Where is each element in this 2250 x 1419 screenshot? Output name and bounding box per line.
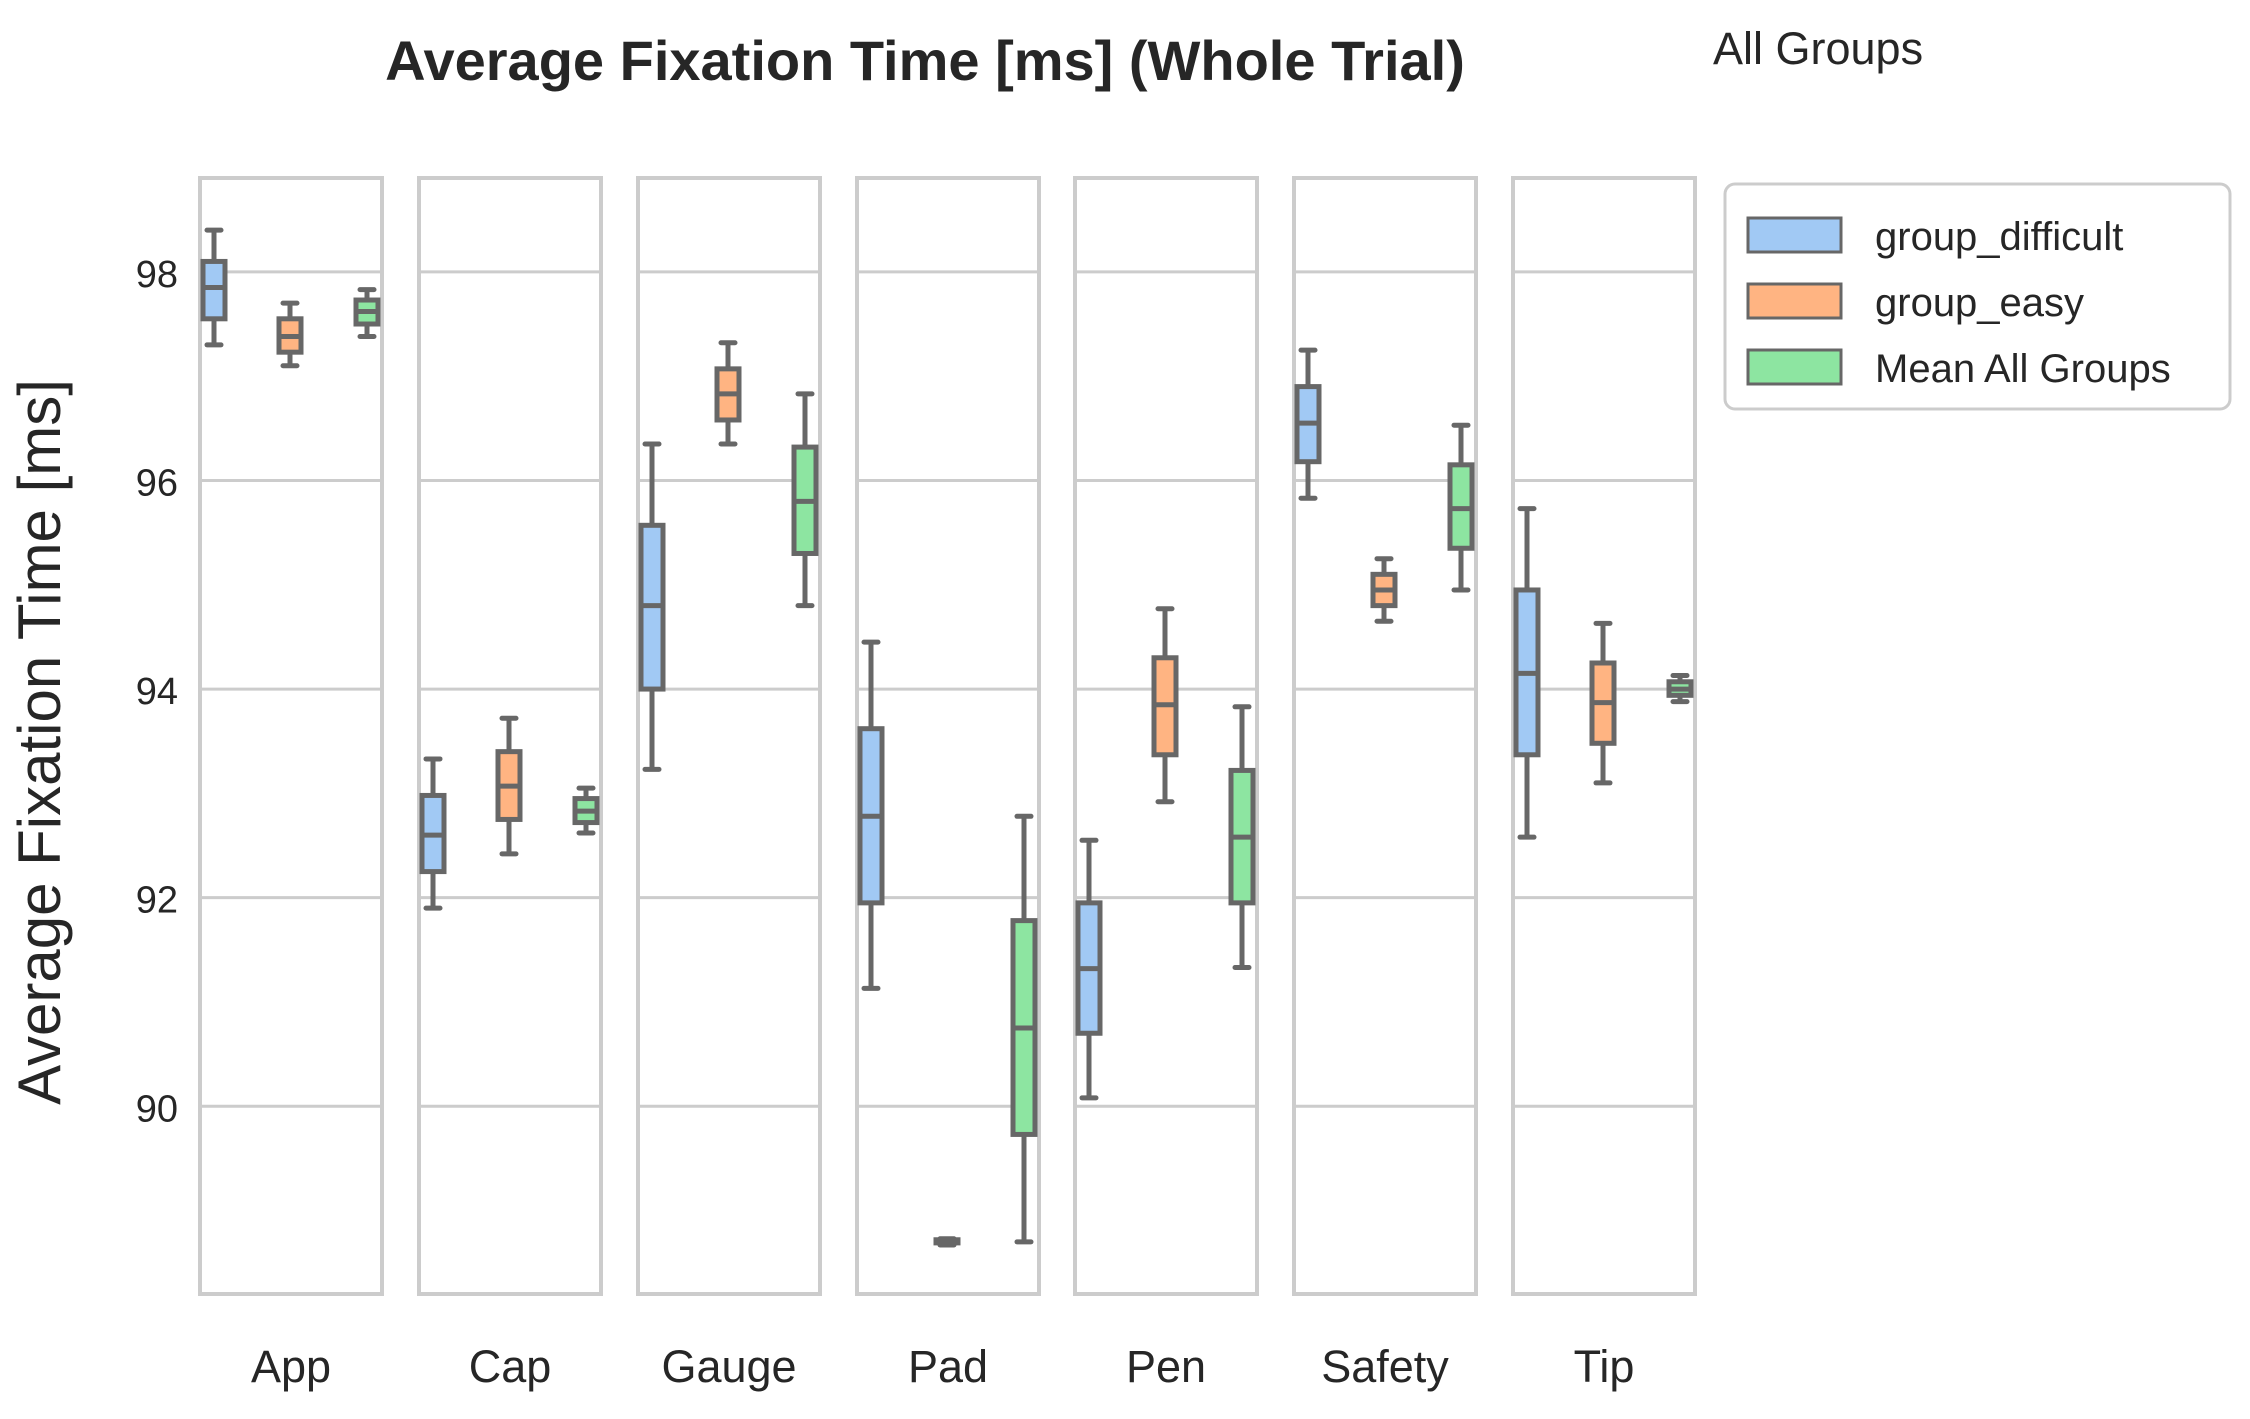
panel-frame <box>198 176 384 1296</box>
box-mean-all-groups-pad <box>1010 813 1038 1245</box>
y-tick-label: 96 <box>136 462 178 504</box>
y-tick-label: 98 <box>136 254 178 296</box>
iqr-box <box>200 258 228 322</box>
y-axis-label: Average Fixation Time [ms] <box>6 379 73 1105</box>
box-mean-all-groups-gauge <box>791 391 819 609</box>
chart-subtitle: All Groups <box>1713 23 1923 74</box>
facet-label: Pen <box>1126 1341 1206 1392</box>
box-mean-all-groups-cap <box>572 785 600 836</box>
box-mean-all-groups-pen <box>1228 704 1256 971</box>
facet-label: Gauge <box>661 1341 796 1392</box>
legend-swatch <box>1746 282 1843 320</box>
facet-label: Tip <box>1574 1341 1635 1392</box>
box-group_easy-tip <box>1589 620 1617 786</box>
facet-label: Safety <box>1321 1341 1449 1392</box>
panel-frame <box>1511 176 1697 1296</box>
facet-panel-gauge: Gauge <box>636 176 822 1392</box>
chart-title: Average Fixation Time [ms] (Whole Trial) <box>385 29 1465 92</box>
box-mean-all-groups-app <box>353 287 381 340</box>
panel-frame <box>1292 176 1478 1296</box>
box-group_difficult-gauge <box>638 441 666 772</box>
facet-panel-cap: Cap <box>417 176 603 1392</box>
box-group_difficult-cap <box>419 756 447 911</box>
legend-label: group_easy <box>1875 281 2084 325</box>
legend: group_difficult group_easy Mean All Groups <box>1723 182 2232 411</box>
legend-swatch <box>1746 216 1843 254</box>
facet-panel-tip: Tip <box>1511 176 1697 1392</box>
panel-frame <box>855 176 1041 1296</box>
y-tick-label: 94 <box>136 671 178 713</box>
facet-label: App <box>251 1341 331 1392</box>
box-group_difficult-pen <box>1075 837 1103 1101</box>
box-group_difficult-tip <box>1513 506 1541 840</box>
facet-label: Pad <box>908 1341 988 1392</box>
panel-frame <box>417 176 603 1296</box>
facet-panel-safety: Safety <box>1292 176 1478 1392</box>
legend-frame <box>1723 182 2232 411</box>
box-group_easy-cap <box>495 715 523 857</box>
facet-panel-pad: Pad <box>855 176 1041 1392</box>
box-group_difficult-safety <box>1294 347 1322 501</box>
facet-panels: 90 92 94 96 98 App Cap Gauge Pad Pen Safety Tip <box>136 176 1697 1392</box>
facet-panel-app: App <box>198 176 384 1392</box>
box-group_easy-pad <box>933 1236 961 1248</box>
panel-frame <box>1073 176 1259 1296</box>
box-group_easy-gauge <box>714 340 742 447</box>
box-group_easy-app <box>276 300 304 369</box>
box-group_difficult-pad <box>857 639 885 991</box>
box-group_difficult-app <box>200 227 228 348</box>
legend-label: group_difficult <box>1875 215 2123 259</box>
facet-label: Cap <box>469 1341 552 1392</box>
facet-panel-pen: Pen <box>1073 176 1259 1392</box>
box-group_easy-pen <box>1151 606 1179 805</box>
panel-frame <box>636 176 822 1296</box>
box-group_easy-safety <box>1370 556 1398 624</box>
box-mean-all-groups-tip <box>1666 673 1694 705</box>
y-tick-label: 92 <box>136 880 178 922</box>
legend-swatch <box>1746 348 1843 386</box>
y-tick-label: 90 <box>136 1088 178 1130</box>
box-mean-all-groups-safety <box>1447 422 1475 593</box>
legend-label: Mean All Groups <box>1875 347 2171 391</box>
